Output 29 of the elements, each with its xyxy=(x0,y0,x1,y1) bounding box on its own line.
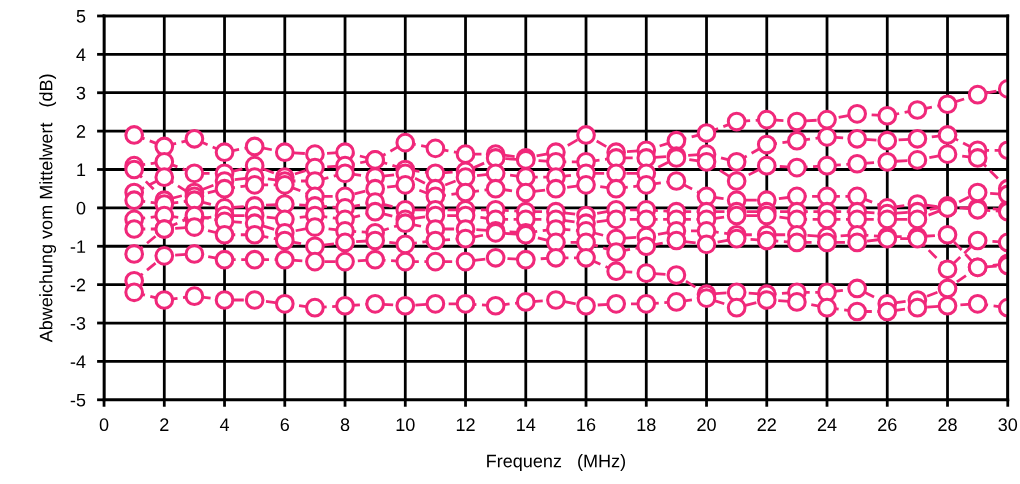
x-tick-label: 4 xyxy=(219,418,230,431)
x-tick-label: 2 xyxy=(160,418,169,431)
x-tick-label: 8 xyxy=(340,418,350,432)
x-tick-label: 16 xyxy=(577,418,596,432)
x-tick-label: 30 xyxy=(998,418,1018,432)
x-tick-label: 6 xyxy=(280,418,290,432)
x-tick-label: 28 xyxy=(938,418,957,432)
x-tick-label: 22 xyxy=(757,418,776,431)
y-tick-label: 1 xyxy=(77,163,86,177)
y-tick-label: -1 xyxy=(70,240,86,253)
y-tick-label: -5 xyxy=(70,393,86,407)
x-tick-label: 20 xyxy=(697,418,716,432)
y-tick-label: -4 xyxy=(70,355,86,368)
y-tick-label: 5 xyxy=(76,10,86,23)
y-axis-title: Abweichung vom Mittelwert (dB) xyxy=(39,74,57,343)
y-tick-label: 4 xyxy=(76,48,86,61)
x-tick-label: 0 xyxy=(99,418,109,432)
x-tick-label: 12 xyxy=(456,418,475,431)
x-tick-label: 26 xyxy=(878,418,897,432)
y-tick-label: -2 xyxy=(70,278,86,292)
x-tick-label: 18 xyxy=(637,418,656,432)
x-tick-label: 14 xyxy=(517,418,536,431)
y-tick-label: 0 xyxy=(76,201,86,215)
x-tick-label: 10 xyxy=(396,418,415,432)
x-axis-title: Frequenz (MHz) xyxy=(487,454,626,471)
y-tick-label: 2 xyxy=(76,125,86,138)
y-tick-label: -3 xyxy=(70,316,86,330)
x-tick-label: 24 xyxy=(817,418,837,431)
y-tick-label: 3 xyxy=(76,86,86,100)
